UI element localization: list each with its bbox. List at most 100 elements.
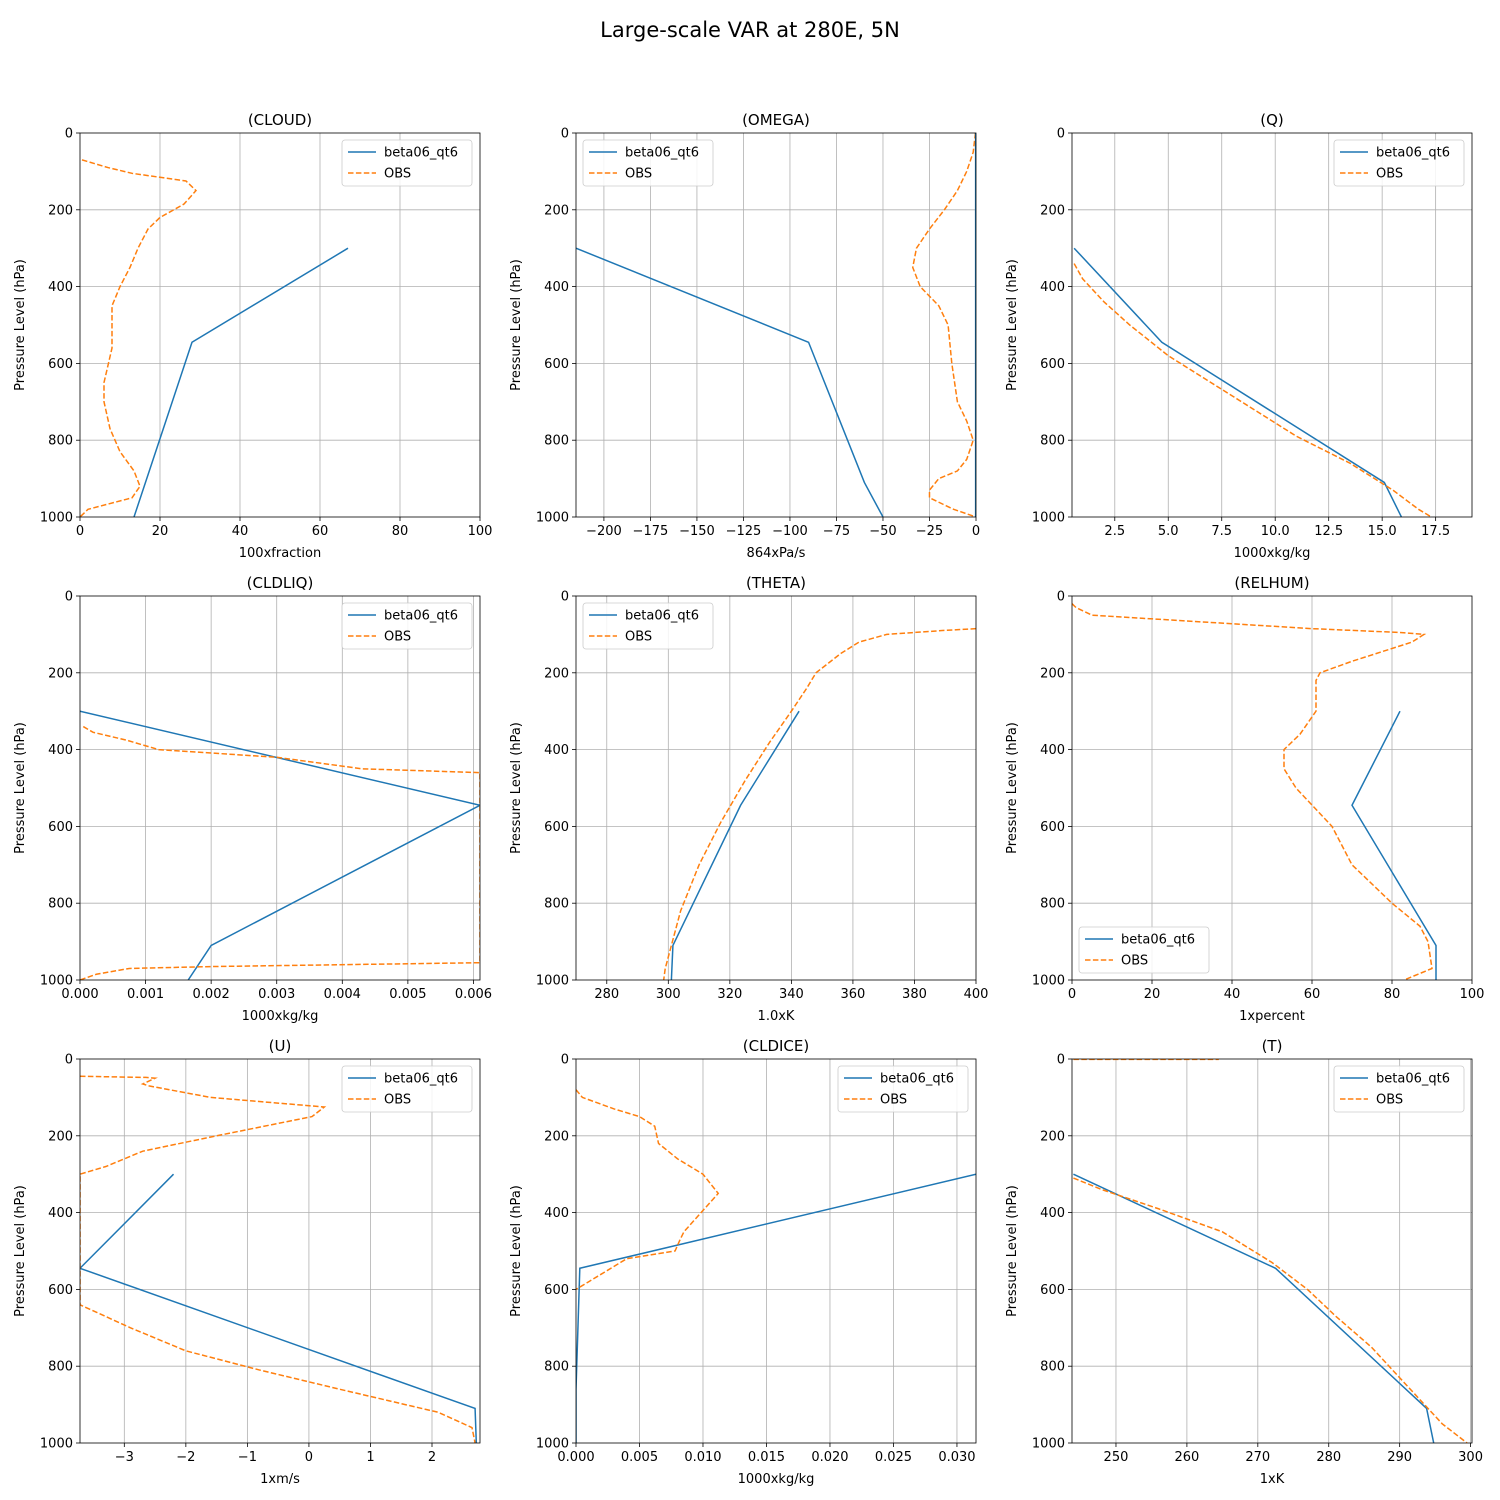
x-tick-label: 20 bbox=[152, 524, 169, 539]
y-tick-label: 0 bbox=[65, 1053, 73, 1068]
axes-frame bbox=[575, 595, 977, 981]
model-line bbox=[576, 1173, 976, 1443]
x-tick-label: −3 bbox=[115, 1450, 134, 1465]
x-tick-label: 0.006 bbox=[455, 987, 492, 1002]
x-tick-label: 0.025 bbox=[875, 1450, 912, 1465]
legend-model-label: beta06_qt6 bbox=[1121, 933, 1195, 948]
model-line bbox=[1351, 710, 1437, 980]
panel-omega: −200 −175 −150 −125 −100 −75 −50 −25 0 0 200 400 600… bbox=[509, 111, 980, 561]
x-tick-label: −175 bbox=[633, 524, 669, 539]
x-tick-label: 0.020 bbox=[811, 1450, 848, 1465]
y-tick-label: 600 bbox=[1040, 1283, 1065, 1298]
legend-model-label: beta06_qt6 bbox=[880, 1072, 954, 1087]
y-tick-label: 800 bbox=[544, 1360, 569, 1375]
y-tick-label: 200 bbox=[544, 1129, 569, 1144]
y-tick-label: 600 bbox=[1040, 820, 1065, 835]
y-tick-label: 400 bbox=[544, 1206, 569, 1221]
x-tick-label: 1 bbox=[366, 1450, 374, 1465]
y-axis-label: Pressure Level (hPa) bbox=[13, 259, 28, 391]
x-axis-label: 1000xkg/kg bbox=[242, 1009, 319, 1024]
obs-line bbox=[576, 1089, 720, 1291]
y-axis-label: Pressure Level (hPa) bbox=[13, 1185, 28, 1317]
x-tick-label: 0.001 bbox=[127, 987, 164, 1002]
figure-title: Large-scale VAR at 280E, 5N bbox=[600, 18, 900, 42]
y-tick-label: 400 bbox=[1040, 743, 1065, 758]
model-line bbox=[576, 247, 884, 517]
panel-title: (CLDLIQ) bbox=[247, 574, 314, 592]
y-tick-label: 200 bbox=[544, 203, 569, 218]
y-tick-label: 1000 bbox=[536, 511, 569, 526]
axes-frame bbox=[1071, 1058, 1473, 1444]
x-tick-label: 0.000 bbox=[557, 1450, 594, 1465]
x-tick-label: −25 bbox=[916, 524, 943, 539]
x-tick-label: 100 bbox=[468, 524, 493, 539]
legend: beta06_qt6 OBS bbox=[582, 139, 714, 187]
x-tick-label: 0.005 bbox=[389, 987, 426, 1002]
panel-cldliq: 0.000 0.001 0.002 0.003 0.004 0.005 0.006 0 200 4… bbox=[13, 574, 492, 1024]
y-tick-label: 1000 bbox=[536, 974, 569, 989]
panel-title: (T) bbox=[1262, 1037, 1283, 1055]
y-axis-label: Pressure Level (hPa) bbox=[1005, 259, 1020, 391]
y-tick-label: 600 bbox=[544, 1283, 569, 1298]
y-tick-label: 0 bbox=[561, 1053, 569, 1068]
model-line bbox=[1073, 247, 1403, 517]
legend-obs-label: OBS bbox=[384, 1093, 411, 1108]
panel-theta: 280 300 320 340 360 380 400 0 200 400 600 800 1000 (T… bbox=[509, 574, 988, 1024]
y-tick-label: 0 bbox=[1057, 590, 1065, 605]
y-tick-label: 400 bbox=[48, 280, 73, 295]
legend-model-label: beta06_qt6 bbox=[384, 146, 458, 161]
y-tick-label: 800 bbox=[48, 434, 73, 449]
axes-frame bbox=[79, 132, 481, 518]
x-tick-label: 0 bbox=[305, 1450, 313, 1465]
y-tick-label: 400 bbox=[48, 1206, 73, 1221]
y-tick-label: 600 bbox=[48, 820, 73, 835]
x-tick-label: 280 bbox=[1316, 1450, 1341, 1465]
y-tick-label: 1000 bbox=[1032, 511, 1065, 526]
obs-line bbox=[1073, 263, 1432, 517]
y-tick-label: 0 bbox=[561, 590, 569, 605]
x-axis-label: 1000xkg/kg bbox=[738, 1472, 815, 1487]
legend-model-label: beta06_qt6 bbox=[1376, 1072, 1450, 1087]
y-tick-label: 800 bbox=[48, 897, 73, 912]
legend-obs-label: OBS bbox=[880, 1093, 907, 1108]
x-tick-label: −200 bbox=[586, 524, 622, 539]
y-tick-label: 600 bbox=[544, 820, 569, 835]
x-axis-label: 1000xkg/kg bbox=[1234, 546, 1311, 561]
y-tick-label: 800 bbox=[544, 434, 569, 449]
legend-obs-label: OBS bbox=[1121, 954, 1148, 969]
panel-title: (THETA) bbox=[746, 574, 806, 592]
model-line bbox=[670, 710, 800, 980]
x-tick-label: 380 bbox=[902, 987, 927, 1002]
legend: beta06_qt6 OBS bbox=[341, 1065, 473, 1113]
x-tick-label: 0.002 bbox=[193, 987, 230, 1002]
y-tick-label: 0 bbox=[561, 127, 569, 142]
legend-model-label: beta06_qt6 bbox=[1376, 146, 1450, 161]
y-tick-label: 200 bbox=[1040, 203, 1065, 218]
x-tick-label: 12.5 bbox=[1314, 524, 1343, 539]
x-tick-label: 2.5 bbox=[1104, 524, 1125, 539]
axes-frame bbox=[79, 595, 481, 981]
x-tick-label: 20 bbox=[1144, 987, 1161, 1002]
legend-obs-label: OBS bbox=[384, 167, 411, 182]
x-tick-label: 0 bbox=[76, 524, 84, 539]
legend-model-label: beta06_qt6 bbox=[625, 609, 699, 624]
model-line bbox=[1073, 1173, 1435, 1443]
panel-relhum: 0 20 40 60 80 10002004006008001000(RELHUM)1xp… bbox=[1005, 574, 1484, 1024]
panel-title: (RELHUM) bbox=[1234, 574, 1309, 592]
legend-model-label: beta06_qt6 bbox=[625, 146, 699, 161]
panel-q: 2.5 5.0 7.5 10.0 12.5 15.0 17.5 0 200 400 600 800 10… bbox=[1005, 111, 1473, 561]
x-tick-label: 0.004 bbox=[324, 987, 361, 1002]
y-tick-label: 1000 bbox=[536, 1437, 569, 1452]
y-tick-label: 0 bbox=[65, 590, 73, 605]
y-tick-label: 200 bbox=[48, 1129, 73, 1144]
panel-t: 250 260 270 280 290 300 0 200 400 600 800 1000 (T) 1x… bbox=[1005, 1037, 1483, 1487]
obs-line bbox=[1072, 603, 1433, 980]
legend: beta06_qt6 OBS bbox=[341, 139, 473, 187]
x-tick-label: −125 bbox=[726, 524, 762, 539]
x-tick-label: −50 bbox=[869, 524, 896, 539]
x-tick-label: 15.0 bbox=[1368, 524, 1397, 539]
x-tick-label: 10.0 bbox=[1261, 524, 1290, 539]
legend-obs-label: OBS bbox=[625, 630, 652, 645]
x-tick-label: 0 bbox=[1068, 987, 1076, 1002]
